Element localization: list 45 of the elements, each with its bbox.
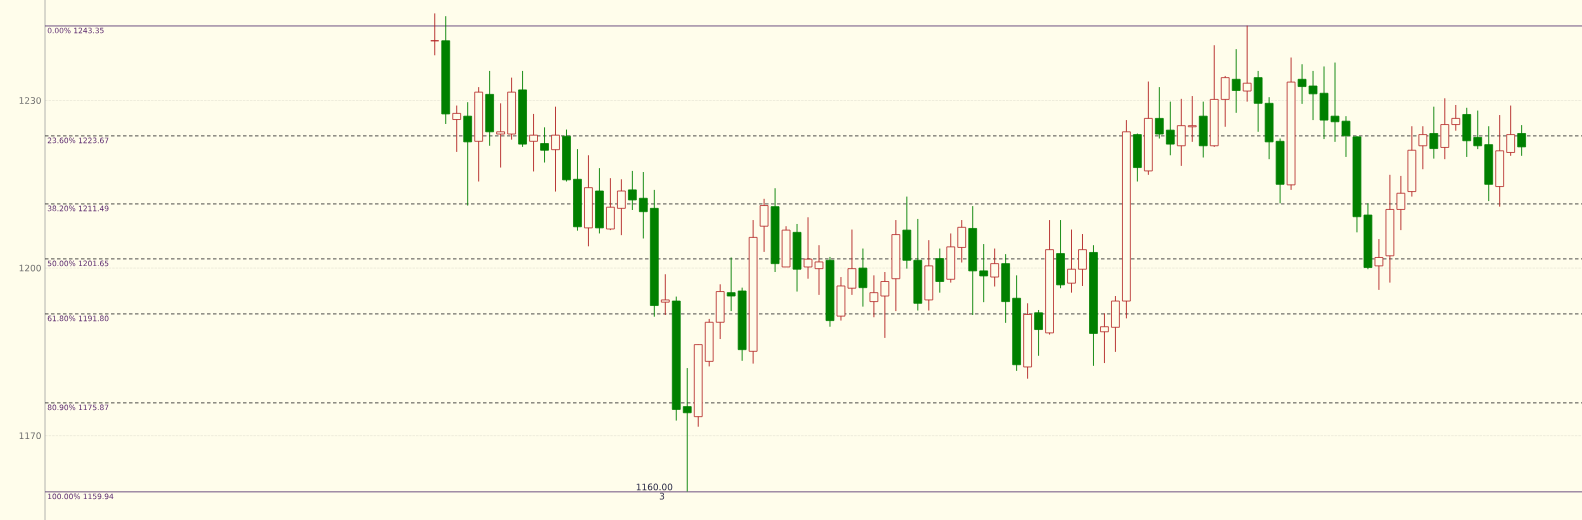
candlestick (660, 273, 670, 316)
candlestick (1451, 104, 1461, 132)
candlestick (990, 248, 1000, 287)
candlestick (617, 178, 626, 236)
candlestick (628, 170, 637, 211)
candlestick (726, 257, 736, 312)
candlestick (869, 274, 879, 318)
candlestick (1440, 97, 1450, 160)
candlestick (1374, 238, 1384, 291)
candlestick (452, 105, 462, 153)
candlestick (979, 243, 989, 303)
candlestick (1100, 312, 1109, 364)
candlestick (1220, 75, 1230, 128)
candlestick (880, 271, 890, 339)
candlestick (957, 219, 967, 263)
candlestick (1242, 25, 1252, 103)
candlestick (1396, 175, 1406, 231)
candlestick (1429, 106, 1439, 160)
candlestick (935, 248, 945, 294)
candlestick (1176, 98, 1186, 167)
candlestick (1506, 105, 1516, 157)
candlestick (1418, 125, 1428, 170)
candlestick (606, 177, 615, 231)
candlestick (1154, 86, 1164, 139)
candlestick (1067, 229, 1076, 294)
y-tick-label: 1170 (19, 432, 41, 440)
candlestick (1034, 309, 1043, 357)
candlestick (1517, 124, 1526, 157)
candlestick (759, 198, 769, 253)
candlestick (551, 106, 560, 193)
candlestick (682, 367, 692, 492)
candlestick (1231, 48, 1241, 114)
candlestick (529, 113, 538, 172)
candlestick (1187, 95, 1197, 143)
candlestick (1473, 110, 1483, 150)
candlestick (496, 102, 505, 168)
y-tick-label: 1200 (19, 264, 41, 272)
candlestick (638, 171, 648, 239)
candlestick (1078, 233, 1087, 287)
annotation: 3 (659, 492, 665, 500)
y-tick-label: 1230 (19, 97, 41, 104)
candlestick (540, 126, 549, 163)
candlestick (858, 248, 868, 308)
annotation: 1160.00 (636, 483, 673, 491)
candlestick (1165, 101, 1175, 156)
